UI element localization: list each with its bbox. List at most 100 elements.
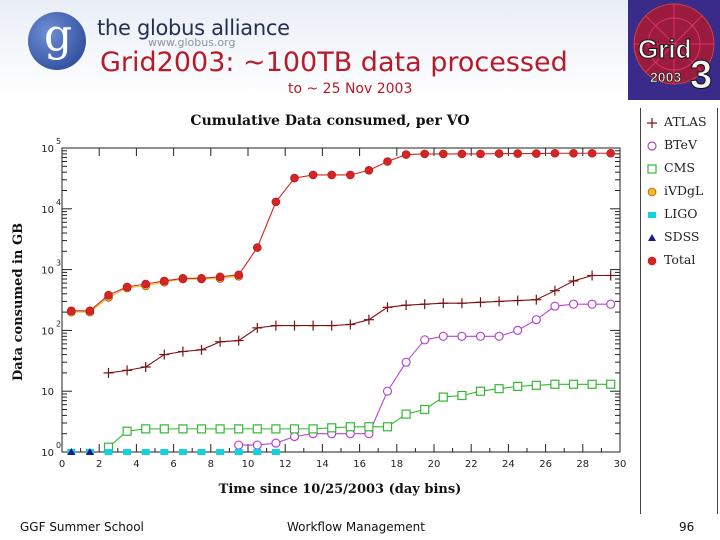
grid-logo-top: Grid [638,34,691,64]
legend-item-ligo: LIGO [645,206,717,224]
data-point-atlas [419,299,430,310]
data-point-ligo [197,449,206,455]
data-point-atlas [289,320,300,331]
x-tick-label: 2 [96,459,102,470]
data-point-total [252,243,262,252]
legend-marker-shape-ivdgl [647,187,657,197]
x-tick-label: 12 [279,459,292,470]
data-point-cms [382,422,393,432]
data-point-atlas [438,298,449,309]
series-cms [103,379,616,452]
x-tick-label: 6 [170,459,176,470]
header-background [0,0,720,100]
footer-center: Workflow Management [287,520,425,534]
x-tick-label: 28 [576,459,589,470]
data-point-atlas [605,270,616,281]
y-tick-label: 10 [41,144,54,155]
data-point-btev [252,440,262,450]
data-point-total [420,149,430,159]
data-point-total [178,273,188,283]
data-point-total [476,149,485,159]
grid2003-logo: Grid 2003 3 [628,0,720,100]
data-point-cms [457,390,467,401]
data-point-btev [494,331,504,341]
legend-item-total: Total [645,252,717,270]
y-tick-exponent: 4 [56,198,61,207]
data-point-atlas [475,297,486,308]
footer-left: GGF Summer School [20,520,144,534]
legend-label-ligo: LIGO [664,206,698,221]
y-tick-label: 10 [41,266,54,277]
data-point-btev [457,331,467,341]
data-point-atlas [308,320,319,331]
data-point-cms [215,424,225,434]
data-point-cms [308,424,318,434]
data-point-btev [606,299,616,309]
data-point-atlas [270,320,281,331]
data-point-btev [587,299,597,309]
data-point-atlas [103,367,114,378]
y-tick-label: 10 [41,326,54,337]
series-btev [234,299,616,450]
legend-item-btev: BTeV [645,137,717,155]
data-point-sdss [67,448,76,455]
data-point-cms [196,424,207,434]
chart-legend: ATLAS BTeV CMS iVDgL LIGO SDSS Total [640,108,718,514]
series-line-atlas [108,274,611,374]
data-point-total [401,150,411,159]
legend-marker-shape-sdss [648,234,656,241]
series-line-cms [108,383,611,448]
data-point-total [438,149,448,159]
series-line-ivdgl [71,275,239,313]
data-point-ligo [216,449,225,455]
data-point-total [215,272,225,282]
legend-marker-shape-total [647,256,657,266]
legend-label-sdss: SDSS [664,229,700,244]
data-point-atlas [587,270,598,281]
data-point-atlas [140,362,151,373]
data-point-cms [364,422,374,432]
x-tick-label: 18 [390,459,403,470]
data-point-cms [587,379,597,389]
legend-marker-ligo [648,212,656,218]
legend-label-btev: BTeV [664,137,697,152]
series-sdss [67,448,94,455]
legend-item-sdss: SDSS [645,229,717,247]
data-point-cms [141,424,151,434]
x-tick-label: 16 [353,459,366,470]
legend-marker-shape-cms [647,164,657,174]
data-point-cms [401,409,411,419]
data-point-cms [513,381,523,391]
x-tick-label: 24 [502,459,515,470]
data-point-cms [122,426,132,436]
data-point-btev [401,357,411,367]
y-tick-label: 10 [41,448,54,459]
data-point-ligo [123,449,132,455]
data-point-cms [159,424,169,434]
legend-marker-cms [647,164,657,174]
data-point-atlas [196,344,207,355]
data-point-atlas [326,320,337,331]
x-tick-label: 10 [242,459,255,470]
data-point-atlas [494,296,505,307]
x-tick-label: 0 [59,459,65,470]
legend-label-total: Total [664,252,696,267]
data-point-total [327,170,337,180]
data-point-atlas [456,298,467,309]
data-point-atlas [122,365,133,376]
y-tick-label: 10 [41,387,54,398]
data-point-total [494,149,504,158]
data-point-cms [289,424,300,434]
data-point-total [67,306,76,316]
data-point-btev [420,335,430,345]
data-point-atlas [215,336,226,347]
legend-marker-atlas [647,118,657,128]
data-point-total [345,170,355,180]
legend-label-atlas: ATLAS [664,114,707,129]
data-point-btev [271,438,281,448]
data-point-cms [550,379,560,389]
legend-label-ivdgl: iVDgL [664,183,704,198]
data-point-total [550,148,560,158]
data-point-atlas [512,295,523,306]
data-point-total [513,149,523,158]
